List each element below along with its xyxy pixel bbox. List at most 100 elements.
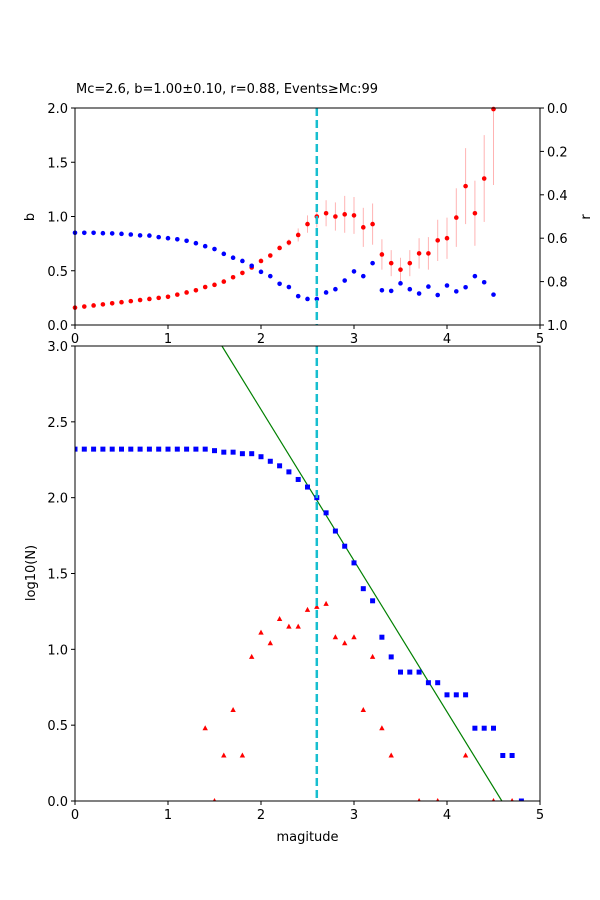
x-tick-label: 5 xyxy=(536,332,544,347)
cumulative-point xyxy=(491,725,496,731)
b-point xyxy=(221,279,227,284)
b-point xyxy=(175,292,180,297)
cumulative-point xyxy=(388,654,394,660)
y-ticks: 0.0 0.5 1.0 1.5 2.0 2.5 3.0 xyxy=(47,340,75,810)
b-point xyxy=(454,215,459,220)
x-tick-label: 5 xyxy=(536,808,544,823)
r-point xyxy=(165,235,171,241)
cumulative-point xyxy=(174,446,180,452)
cumulative-point xyxy=(193,446,199,452)
cumulative-point xyxy=(267,458,273,464)
cumulative-point xyxy=(128,446,134,452)
incremental-point xyxy=(249,653,255,659)
y-tick-label: 2.5 xyxy=(47,416,68,431)
cumulative-point xyxy=(435,680,441,686)
b-point xyxy=(109,301,115,306)
r-point xyxy=(119,231,124,237)
b-errorbars xyxy=(288,108,494,282)
frequency-magnitude-chart: 0 1 2 3 4 5 0.0 0.5 1.0 1.5 2.0 2.5 3.0 magitude lo… xyxy=(24,340,544,845)
r-point xyxy=(184,238,189,244)
y-axis-label: log10(N) xyxy=(24,545,39,601)
cumulative-point xyxy=(286,469,292,475)
b-point xyxy=(351,213,357,218)
y-axis-label-left: b xyxy=(23,213,38,221)
x-ticks: 0 1 2 3 4 5 xyxy=(71,325,544,347)
y-tick-label: 1.0 xyxy=(47,643,68,658)
incremental-point xyxy=(286,623,292,629)
b-point xyxy=(230,274,236,280)
b-point xyxy=(491,106,496,112)
r-point xyxy=(444,283,450,288)
b-point xyxy=(119,299,124,305)
y-tick-label-right: 0.0 xyxy=(547,102,568,117)
r-point xyxy=(342,278,348,283)
cumulative-point xyxy=(370,598,376,604)
x-tick-label: 2 xyxy=(257,332,265,347)
x-axis-label: magitude xyxy=(276,830,338,845)
r-point xyxy=(109,231,115,236)
cumulative-point xyxy=(305,484,310,490)
r-point xyxy=(82,230,87,236)
incremental-point xyxy=(417,798,421,801)
r-point xyxy=(156,234,161,240)
y-ticks-left: 0.0 0.5 1.0 1.5 2.0 xyxy=(47,102,75,334)
incremental-point xyxy=(462,752,469,758)
cumulative-point xyxy=(109,446,115,452)
b-point xyxy=(379,252,385,257)
y-tick-label: 0.0 xyxy=(47,319,68,334)
x-tick-label: 3 xyxy=(350,808,358,823)
incremental-series xyxy=(202,600,514,801)
r-point xyxy=(91,230,96,236)
y-tick-label: 0.5 xyxy=(47,265,68,280)
r-point xyxy=(351,269,357,274)
x-tick-label: 1 xyxy=(164,808,172,823)
r-point xyxy=(295,293,301,299)
cumulative-point xyxy=(75,446,78,452)
b-point xyxy=(342,212,348,217)
r-point xyxy=(454,289,459,294)
r-point xyxy=(491,292,496,297)
y-tick-label: 3.0 xyxy=(47,340,68,355)
incremental-point xyxy=(230,707,236,712)
r-point xyxy=(398,281,403,286)
b-point xyxy=(240,270,245,276)
r-point xyxy=(249,263,254,269)
r-point xyxy=(370,260,375,266)
x-tick-label: 3 xyxy=(350,332,358,347)
incremental-point xyxy=(295,623,301,629)
y-ticks-right: 0.0 0.2 0.4 0.6 0.8 1.0 xyxy=(540,102,568,334)
r-point xyxy=(435,292,441,298)
incremental-point xyxy=(369,653,376,659)
cumulative-point xyxy=(416,669,422,675)
b-point xyxy=(305,221,310,227)
b-point xyxy=(91,303,96,308)
r-point xyxy=(426,284,431,289)
incremental-point xyxy=(304,606,311,612)
incremental-point xyxy=(491,798,496,801)
cumulative-point xyxy=(258,454,264,460)
y-tick-label-right: 0.8 xyxy=(547,276,568,291)
r-point xyxy=(128,232,134,237)
incremental-point xyxy=(258,629,264,635)
cumulative-point xyxy=(119,446,124,452)
cumulative-point xyxy=(137,446,143,452)
b-point xyxy=(370,221,375,227)
cumulative-point xyxy=(332,528,338,534)
r-series xyxy=(72,230,496,302)
y-tick-label: 0.5 xyxy=(47,719,68,734)
r-point xyxy=(379,287,385,293)
b-point xyxy=(426,251,431,256)
r-point xyxy=(305,296,310,302)
incremental-point xyxy=(221,752,227,758)
b-point xyxy=(333,214,338,219)
incremental-point xyxy=(212,798,217,801)
y-tick-label: 1.0 xyxy=(47,211,68,226)
r-point xyxy=(463,284,468,290)
b-point xyxy=(361,225,366,230)
cumulative-point xyxy=(425,680,431,686)
r-point xyxy=(100,230,106,236)
y-tick-label: 2.0 xyxy=(47,102,68,117)
cumulative-point xyxy=(91,446,97,452)
x-tick-label: 4 xyxy=(443,332,451,347)
cumulative-point xyxy=(146,446,152,452)
